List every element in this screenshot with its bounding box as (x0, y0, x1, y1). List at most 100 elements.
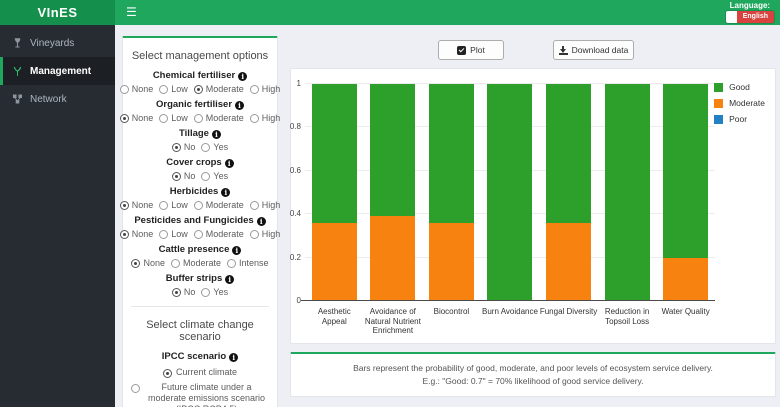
stacked-bar-2[interactable] (370, 84, 416, 301)
radio-option-moderate[interactable]: Moderate (193, 84, 244, 94)
language-toggle[interactable]: English (725, 11, 774, 23)
radio-option-none[interactable]: None (119, 84, 153, 94)
legend-item-good[interactable]: Good (714, 82, 765, 92)
radio-button[interactable] (171, 142, 181, 152)
radio-button[interactable] (119, 84, 129, 94)
info-icon[interactable]: i (225, 275, 235, 284)
radio-button[interactable] (227, 258, 236, 268)
radio-option-moderate[interactable]: Moderate (193, 200, 244, 210)
climate-scenario-option[interactable]: Current climate (129, 367, 271, 378)
info-icon[interactable]: i (229, 353, 239, 362)
radio-option-none[interactable]: None (119, 200, 153, 210)
radio-option-high[interactable]: High (249, 84, 280, 94)
radio-option-high[interactable]: High (249, 113, 280, 123)
radio-option-yes[interactable]: Yes (201, 287, 228, 297)
radio-option-intense[interactable]: Intense (227, 258, 269, 268)
radio-option-low[interactable]: Low (159, 229, 188, 239)
option-group: Cover crops i No Yes (123, 157, 277, 181)
x-axis-line (301, 300, 715, 301)
radio-option-no[interactable]: No (171, 171, 195, 181)
radio-button[interactable] (249, 200, 259, 210)
radio-option-low[interactable]: Low (159, 200, 188, 210)
radio-button[interactable] (159, 229, 169, 239)
radio-option-no[interactable]: No (171, 142, 195, 152)
radio-option-high[interactable]: High (249, 229, 280, 239)
radio-option-yes[interactable]: Yes (201, 171, 228, 181)
info-icon[interactable]: i (235, 101, 245, 110)
radio-button[interactable] (193, 84, 203, 94)
option-group-label: Chemical fertiliser i (123, 70, 277, 82)
radio-option-low[interactable]: Low (159, 113, 188, 123)
radio-button[interactable] (171, 287, 181, 297)
info-icon[interactable]: i (211, 130, 221, 139)
sidebar-item-network[interactable]: Network (0, 85, 115, 113)
radio-button[interactable] (193, 200, 203, 210)
radio-button[interactable] (159, 84, 169, 94)
radio-button[interactable] (159, 113, 169, 123)
network-icon (12, 94, 23, 104)
radio-option-moderate[interactable]: Moderate (193, 113, 244, 123)
radio-option-label: None (131, 113, 154, 123)
radio-option-label: Low (171, 229, 188, 239)
radio-option-moderate[interactable]: Moderate (170, 258, 221, 268)
info-icon[interactable]: i (232, 246, 242, 255)
radio-option-label: Yes (213, 287, 229, 297)
radio-button[interactable] (193, 113, 203, 123)
info-icon[interactable]: i (256, 217, 266, 226)
radio-option-none[interactable]: None (119, 113, 154, 123)
radio-button[interactable] (249, 229, 259, 239)
info-icon[interactable]: i (238, 72, 248, 81)
radio-button[interactable] (119, 200, 129, 210)
option-group-label: Pesticides and Fungicides i (123, 215, 277, 227)
info-icon[interactable]: i (224, 159, 234, 168)
bar-segment-moderate (546, 222, 592, 301)
sidebar-item-vineyards[interactable]: Vineyards (0, 29, 115, 57)
x-axis-labels: Aesthetic Appeal Avoidance of Natural Nut… (305, 307, 715, 336)
bar-segment-good (311, 84, 357, 223)
plot-button[interactable]: Plot (438, 40, 504, 60)
stacked-bar-1[interactable] (311, 84, 357, 301)
radio-option-none[interactable]: None (131, 258, 165, 268)
radio-option-label: Low (171, 84, 188, 94)
legend-item-poor[interactable]: Poor (714, 114, 765, 124)
info-icon[interactable]: i (221, 188, 231, 197)
radio-option-no[interactable]: No (171, 287, 196, 297)
stacked-bar-3[interactable] (428, 84, 474, 301)
hamburger-menu-icon[interactable]: ☰ (126, 5, 137, 19)
stacked-bar-7[interactable] (663, 84, 709, 301)
radio-button[interactable] (130, 384, 140, 393)
option-group: Cattle presence i None Moderate Intense (123, 244, 277, 268)
option-group-label: Organic fertiliser i (123, 99, 277, 111)
radio-option-none[interactable]: None (119, 229, 153, 239)
legend-swatch (714, 114, 724, 124)
stacked-bar-4[interactable] (487, 84, 533, 301)
radio-button[interactable] (119, 113, 129, 123)
legend-item-moderate[interactable]: Moderate (714, 98, 765, 108)
sidebar-item-management[interactable]: Management (0, 57, 115, 85)
bar-segment-moderate (311, 222, 357, 301)
climate-scenario-option[interactable]: Future climate under a moderate emission… (129, 382, 271, 407)
stacked-bar-6[interactable] (604, 84, 650, 301)
stacked-bar-5[interactable] (546, 84, 592, 301)
radio-button[interactable] (159, 200, 169, 210)
radio-option-moderate[interactable]: Moderate (193, 229, 244, 239)
radio-button[interactable] (201, 142, 211, 152)
radio-button[interactable] (131, 258, 141, 268)
radio-option-low[interactable]: Low (159, 84, 188, 94)
radio-button[interactable] (162, 369, 172, 378)
x-axis-label: Water Quality (661, 307, 710, 316)
radio-button[interactable] (249, 84, 259, 94)
radio-button[interactable] (119, 229, 129, 239)
radio-button[interactable] (201, 287, 211, 297)
radio-button[interactable] (201, 171, 211, 181)
radio-button[interactable] (170, 258, 180, 268)
radio-option-label: No (183, 287, 196, 297)
radio-button[interactable] (171, 171, 181, 181)
download-data-button[interactable]: Download data (553, 40, 634, 60)
radio-option-yes[interactable]: Yes (201, 142, 228, 152)
y-tick-label: 0.6 (289, 165, 301, 175)
option-group: Tillage i No Yes (123, 128, 277, 152)
radio-button[interactable] (193, 229, 203, 239)
radio-button[interactable] (249, 113, 259, 123)
radio-option-high[interactable]: High (249, 200, 280, 210)
